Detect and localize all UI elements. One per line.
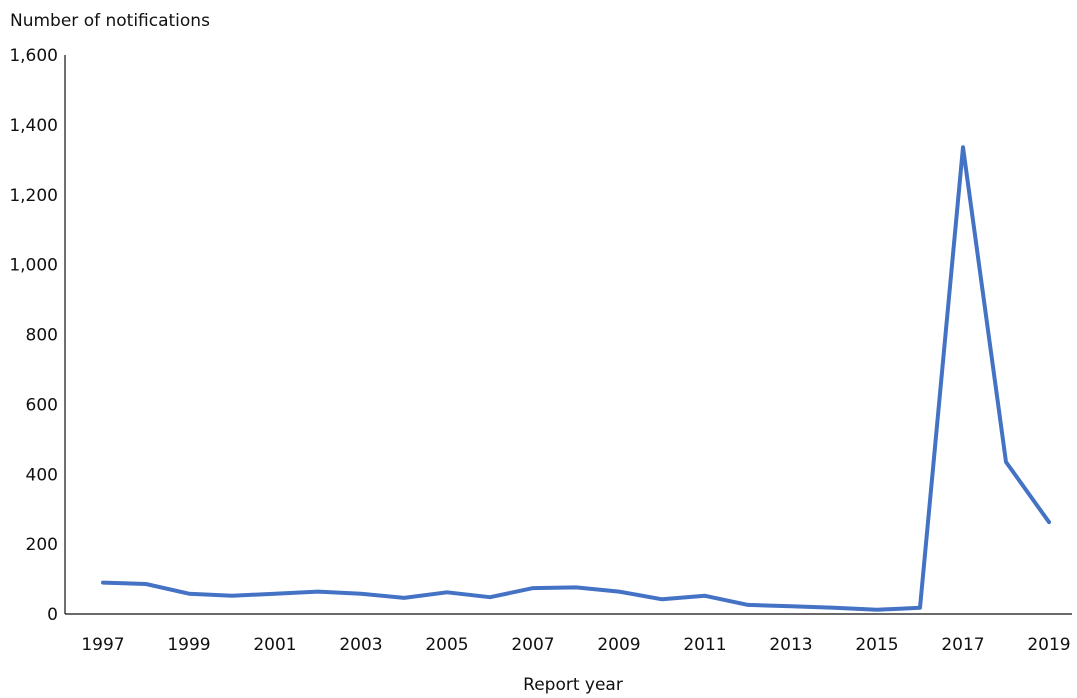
x-tick-label: 2017 bbox=[941, 635, 984, 655]
data-point bbox=[704, 594, 707, 597]
x-tick-label: 2001 bbox=[253, 635, 296, 655]
data-point bbox=[145, 582, 148, 585]
y-tick-label: 0 bbox=[47, 605, 58, 625]
data-point bbox=[446, 591, 449, 594]
x-tick-label: 2011 bbox=[683, 635, 726, 655]
y-axis-title: Number of notifications bbox=[10, 11, 210, 31]
data-point bbox=[747, 603, 750, 606]
y-tick-label: 200 bbox=[26, 535, 58, 555]
data-point bbox=[403, 596, 406, 599]
data-point bbox=[833, 606, 836, 609]
data-point bbox=[876, 608, 879, 611]
data-point bbox=[317, 590, 320, 593]
y-tick-label: 1,400 bbox=[9, 116, 58, 136]
data-point bbox=[102, 581, 105, 584]
series-group bbox=[102, 146, 1051, 612]
data-point bbox=[919, 606, 922, 609]
data-point bbox=[575, 586, 578, 589]
x-tick-label: 2019 bbox=[1027, 635, 1070, 655]
y-tick-label: 1,000 bbox=[9, 256, 58, 276]
data-point bbox=[1048, 521, 1051, 524]
y-axis-ticks: 0 200 400 600 800 1,000 1,200 1,400 1,600 bbox=[9, 46, 58, 625]
data-point bbox=[489, 596, 492, 599]
series-line bbox=[103, 147, 1049, 610]
data-point bbox=[231, 594, 234, 597]
x-tick-label: 1999 bbox=[167, 635, 210, 655]
x-tick-label: 2009 bbox=[597, 635, 640, 655]
y-tick-label: 600 bbox=[26, 395, 58, 415]
data-point bbox=[188, 592, 191, 595]
x-tick-label: 2013 bbox=[769, 635, 812, 655]
data-point bbox=[962, 146, 965, 149]
data-point bbox=[790, 605, 793, 608]
x-tick-label: 2015 bbox=[855, 635, 898, 655]
data-point bbox=[360, 592, 363, 595]
x-tick-label: 1997 bbox=[81, 635, 124, 655]
x-tick-label: 2005 bbox=[425, 635, 468, 655]
y-tick-label: 800 bbox=[26, 326, 58, 346]
y-tick-label: 1,600 bbox=[9, 46, 58, 66]
data-point bbox=[532, 587, 535, 590]
data-point bbox=[618, 590, 621, 593]
x-axis-title: Report year bbox=[523, 675, 623, 695]
x-tick-label: 2003 bbox=[339, 635, 382, 655]
y-tick-label: 1,200 bbox=[9, 186, 58, 206]
data-point bbox=[274, 592, 277, 595]
data-point bbox=[661, 598, 664, 601]
x-tick-label: 2007 bbox=[511, 635, 554, 655]
data-point bbox=[1005, 461, 1008, 464]
y-tick-label: 400 bbox=[26, 465, 58, 485]
x-axis-ticks: 1997 1999 2001 2003 2005 2007 2009 2011 2013 2015… bbox=[81, 635, 1070, 655]
